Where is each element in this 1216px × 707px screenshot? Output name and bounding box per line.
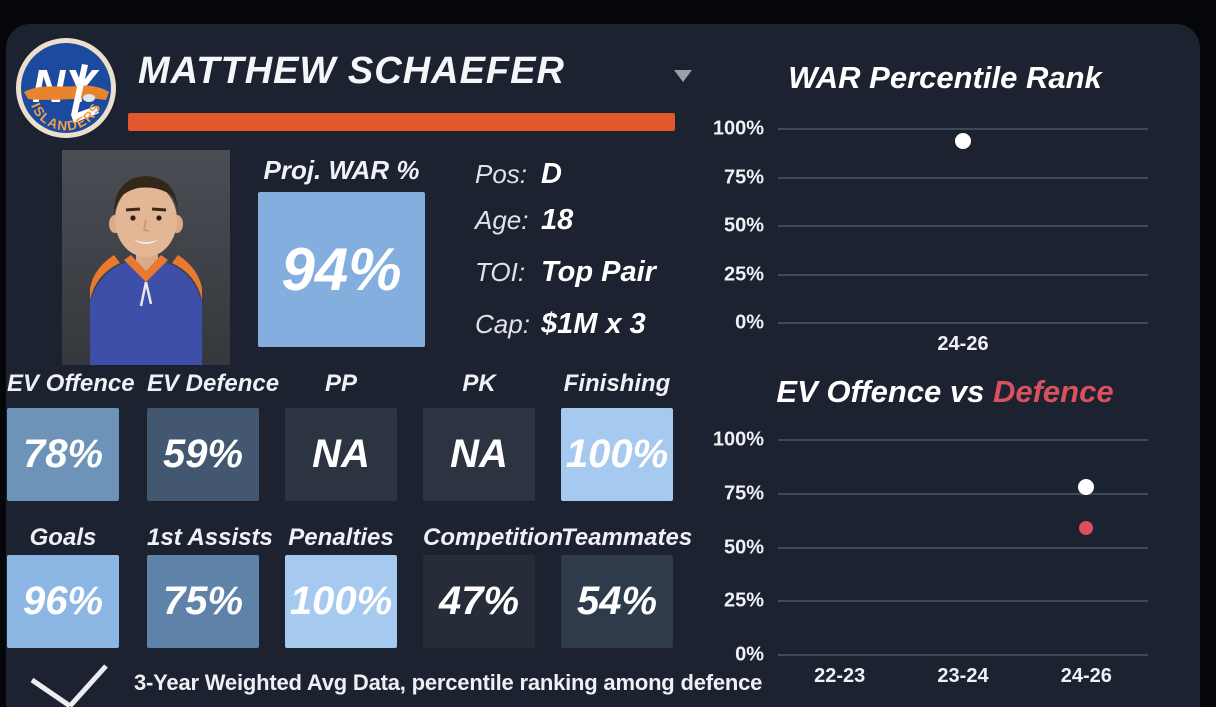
- logo-stick-shaft: [71, 64, 88, 116]
- bio-label: Cap:: [475, 309, 530, 339]
- stick-left-icon: [30, 677, 72, 707]
- y-axis-tick-label: 0%: [735, 311, 764, 334]
- gridline: [778, 322, 1148, 324]
- bio-value: D: [541, 158, 562, 190]
- gridline: [778, 128, 1148, 130]
- stat-value: 54%: [576, 579, 658, 623]
- stat-label: Penalties: [288, 524, 394, 551]
- y-axis-tick-label: 50%: [723, 536, 764, 558]
- bio-row: Cap: $1M x 3: [475, 308, 646, 342]
- gridline: [778, 273, 1148, 276]
- bio-value: Top Pair: [541, 256, 656, 288]
- team-logo-islanders: NY ISLANDERS: [16, 38, 116, 138]
- stat-box: 78%: [7, 408, 119, 501]
- accent-underline: [128, 113, 675, 131]
- stat-box: NA: [423, 408, 535, 501]
- stat-value: 96%: [22, 579, 104, 623]
- player-photo: [62, 150, 230, 365]
- gridline: [778, 600, 1148, 603]
- bio-row: Age: 18: [475, 204, 573, 238]
- y-axis-tick-label: 0%: [735, 643, 764, 666]
- y-axis-tick-label: 25%: [723, 589, 764, 612]
- bio-row: TOI: Top Pair: [475, 256, 656, 290]
- stat-box: 100%: [285, 555, 397, 648]
- x-axis-tick-label: 23-24: [937, 665, 989, 687]
- photo-collar: [124, 255, 168, 282]
- data-point-ev-offence: [1078, 479, 1095, 496]
- stat-label: EV Defence: [147, 370, 280, 397]
- gridline: [778, 546, 1148, 549]
- chart-title-part: WAR Percentile Rank: [788, 60, 1102, 95]
- stat-value: 100%: [565, 432, 669, 476]
- chevron-down-icon[interactable]: [674, 70, 692, 82]
- gridline: [778, 654, 1148, 656]
- bio-value: 18: [541, 204, 574, 236]
- x-axis-tick-label: 22-23: [814, 665, 866, 687]
- stat-value: 47%: [438, 579, 520, 623]
- bio-value: $1M x 3: [541, 308, 646, 340]
- photo-jersey: [90, 262, 202, 365]
- stat-box: 96%: [7, 555, 119, 648]
- stat-label: PK: [462, 370, 496, 397]
- player-name: MATTHEW SCHAEFER: [138, 50, 565, 92]
- stat-box: NA: [285, 408, 397, 501]
- x-axis-tick-label: 24-26: [1060, 665, 1112, 687]
- war-chart-title: WAR Percentile Rank: [730, 60, 1160, 96]
- y-axis-tick-label: 100%: [712, 428, 764, 451]
- stat-box: 47%: [423, 555, 535, 648]
- stat-label: EV Offence: [7, 370, 135, 397]
- data-point-ev-defence: [1079, 521, 1094, 536]
- photo-smile: [133, 239, 159, 244]
- stat-label: 1st Assists: [147, 524, 273, 551]
- stat-box: 100%: [561, 408, 673, 501]
- stat-label: Goals: [29, 524, 97, 551]
- bio-row: Pos: D: [475, 158, 562, 192]
- footnote: 3-Year Weighted Avg Data, percentile ran…: [134, 670, 763, 695]
- chart-title-part: Defence: [992, 374, 1114, 409]
- stat-value: NA: [450, 432, 508, 476]
- bio-label: Age:: [475, 205, 529, 235]
- stat-label: Teammates: [561, 524, 693, 551]
- y-axis-tick-label: 50%: [723, 214, 764, 237]
- stat-label: Finishing: [563, 370, 671, 397]
- stat-value: 78%: [22, 432, 104, 476]
- stat-value: 75%: [162, 579, 244, 623]
- stat-label: PP: [324, 370, 357, 397]
- y-axis-tick-label: 100%: [712, 117, 764, 140]
- gridline: [778, 439, 1148, 441]
- bio-label: Pos:: [475, 159, 528, 189]
- war-chart-plot: 100% 75% 50% 25% 0% 24-26: [713, 118, 1148, 355]
- proj-war-label: Proj. WAR %: [263, 155, 420, 185]
- stat-value: NA: [312, 432, 370, 476]
- ev-chart-plot: 100% 75% 50% 25% 0% 22-23 23-24 24-26: [713, 429, 1148, 687]
- data-point-war-percentile: [955, 132, 971, 149]
- player-selector[interactable]: MATTHEW SCHAEFER: [138, 50, 698, 106]
- logo-puck: [83, 94, 95, 102]
- proj-war-box: 94%: [258, 192, 425, 347]
- y-axis-tick-label: 75%: [723, 166, 764, 188]
- gridline: [778, 225, 1148, 227]
- x-axis-tick-label: 24-26: [937, 333, 989, 355]
- stat-value: 100%: [289, 579, 393, 623]
- ev-chart-title: EV Offence vs Defence: [730, 374, 1160, 410]
- logo-island-shape: [24, 85, 109, 100]
- stat-box: 59%: [147, 408, 259, 501]
- stick-right-icon: [68, 664, 108, 707]
- chart-title-part: EV Offence vs: [776, 374, 993, 409]
- y-axis-tick-label: 75%: [723, 482, 764, 505]
- stat-label: Competition: [423, 524, 563, 551]
- gridline: [778, 492, 1148, 495]
- stat-box: 54%: [561, 555, 673, 648]
- player-card: NY ISLANDERS MATTHEW SCHAEFER: [6, 24, 1200, 707]
- y-axis-tick-label: 25%: [723, 263, 764, 285]
- photo-laces: [139, 281, 153, 307]
- bio-label: TOI:: [475, 257, 526, 287]
- photo-hair: [114, 176, 178, 214]
- watermark-logo: AHC: [18, 654, 168, 707]
- gridline: [778, 176, 1148, 179]
- logo-stick-blade: [71, 106, 99, 123]
- stat-box: 75%: [147, 555, 259, 648]
- proj-war-value: 94%: [281, 236, 402, 303]
- stat-value: 59%: [162, 432, 244, 476]
